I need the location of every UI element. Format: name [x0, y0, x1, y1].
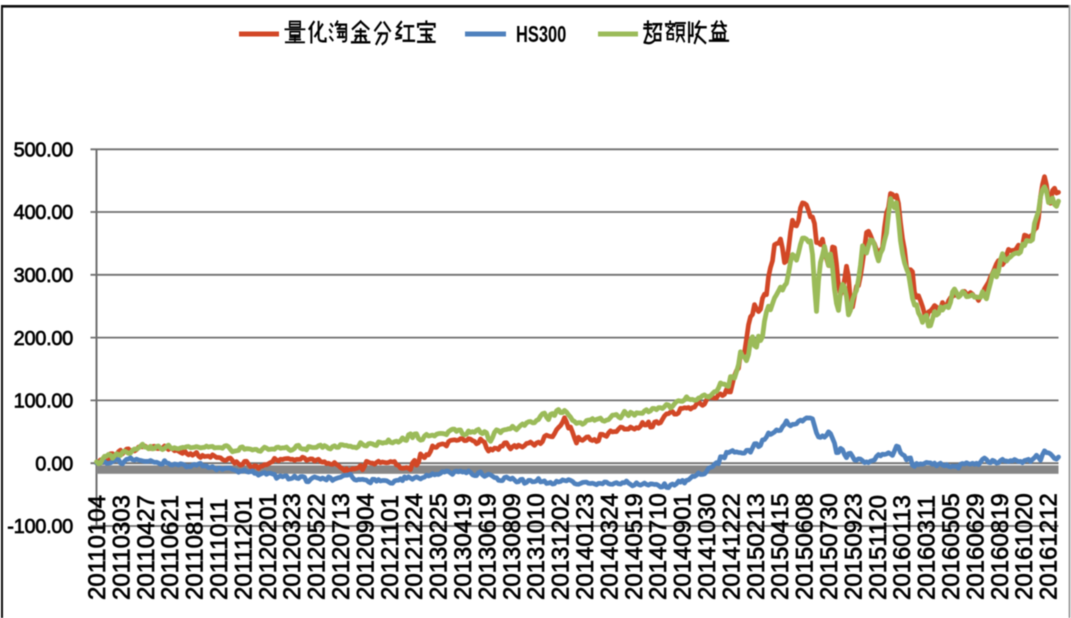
svg-text:20121101: 20121101 [377, 495, 404, 600]
svg-text:20111201: 20111201 [230, 497, 257, 600]
svg-text:100.00: 100.00 [14, 391, 74, 413]
svg-text:20120201: 20120201 [255, 493, 282, 600]
svg-text:20161020: 20161020 [1011, 493, 1038, 600]
svg-text:20161212: 20161212 [1036, 493, 1063, 600]
svg-text:20150730: 20150730 [816, 493, 843, 600]
svg-text:20110621: 20110621 [157, 495, 184, 600]
svg-text:20150608: 20150608 [792, 493, 819, 600]
svg-text:20140324: 20140324 [596, 493, 623, 600]
svg-text:20140710: 20140710 [645, 493, 672, 600]
svg-text:20141222: 20141222 [718, 493, 745, 600]
svg-text:20150415: 20150415 [767, 493, 794, 600]
svg-text:20150213: 20150213 [743, 493, 770, 600]
svg-text:20140901: 20140901 [670, 493, 697, 600]
svg-text:HS300: HS300 [516, 22, 566, 47]
svg-text:200.00: 200.00 [14, 328, 74, 350]
svg-text:20140519: 20140519 [621, 493, 648, 600]
svg-text:400.00: 400.00 [14, 202, 74, 224]
svg-text:-100.00: -100.00 [7, 516, 73, 538]
svg-text:20120713: 20120713 [328, 493, 355, 600]
svg-text:20141030: 20141030 [694, 493, 721, 600]
svg-text:20110303: 20110303 [108, 495, 135, 600]
svg-text:20160113: 20160113 [889, 495, 916, 600]
svg-text:20110427: 20110427 [133, 495, 160, 600]
svg-text:20150923: 20150923 [840, 493, 867, 600]
svg-text:500.00: 500.00 [14, 140, 74, 162]
svg-text:20120522: 20120522 [304, 493, 331, 600]
svg-text:20120904: 20120904 [352, 493, 379, 600]
svg-text:20160311: 20160311 [914, 495, 941, 600]
svg-text:20131202: 20131202 [548, 493, 575, 600]
svg-text:20131010: 20131010 [523, 493, 550, 600]
svg-text:20151120: 20151120 [865, 495, 892, 600]
svg-text:20110104: 20110104 [84, 495, 111, 600]
svg-text:20140123: 20140123 [572, 493, 599, 600]
svg-text:300.00: 300.00 [14, 265, 74, 287]
svg-text:20130809: 20130809 [499, 493, 526, 600]
svg-text:20110811: 20110811 [182, 497, 209, 600]
svg-text:20130619: 20130619 [474, 493, 501, 600]
svg-text:20160819: 20160819 [987, 493, 1014, 600]
svg-text:20130225: 20130225 [426, 493, 453, 600]
svg-text:0.00: 0.00 [35, 453, 73, 475]
svg-text:20160629: 20160629 [962, 493, 989, 600]
svg-text:20121224: 20121224 [401, 493, 428, 600]
svg-text:20130419: 20130419 [450, 493, 477, 600]
svg-text:20120323: 20120323 [279, 493, 306, 600]
svg-text:20160505: 20160505 [938, 493, 965, 600]
svg-text:20111011: 20111011 [206, 499, 233, 600]
